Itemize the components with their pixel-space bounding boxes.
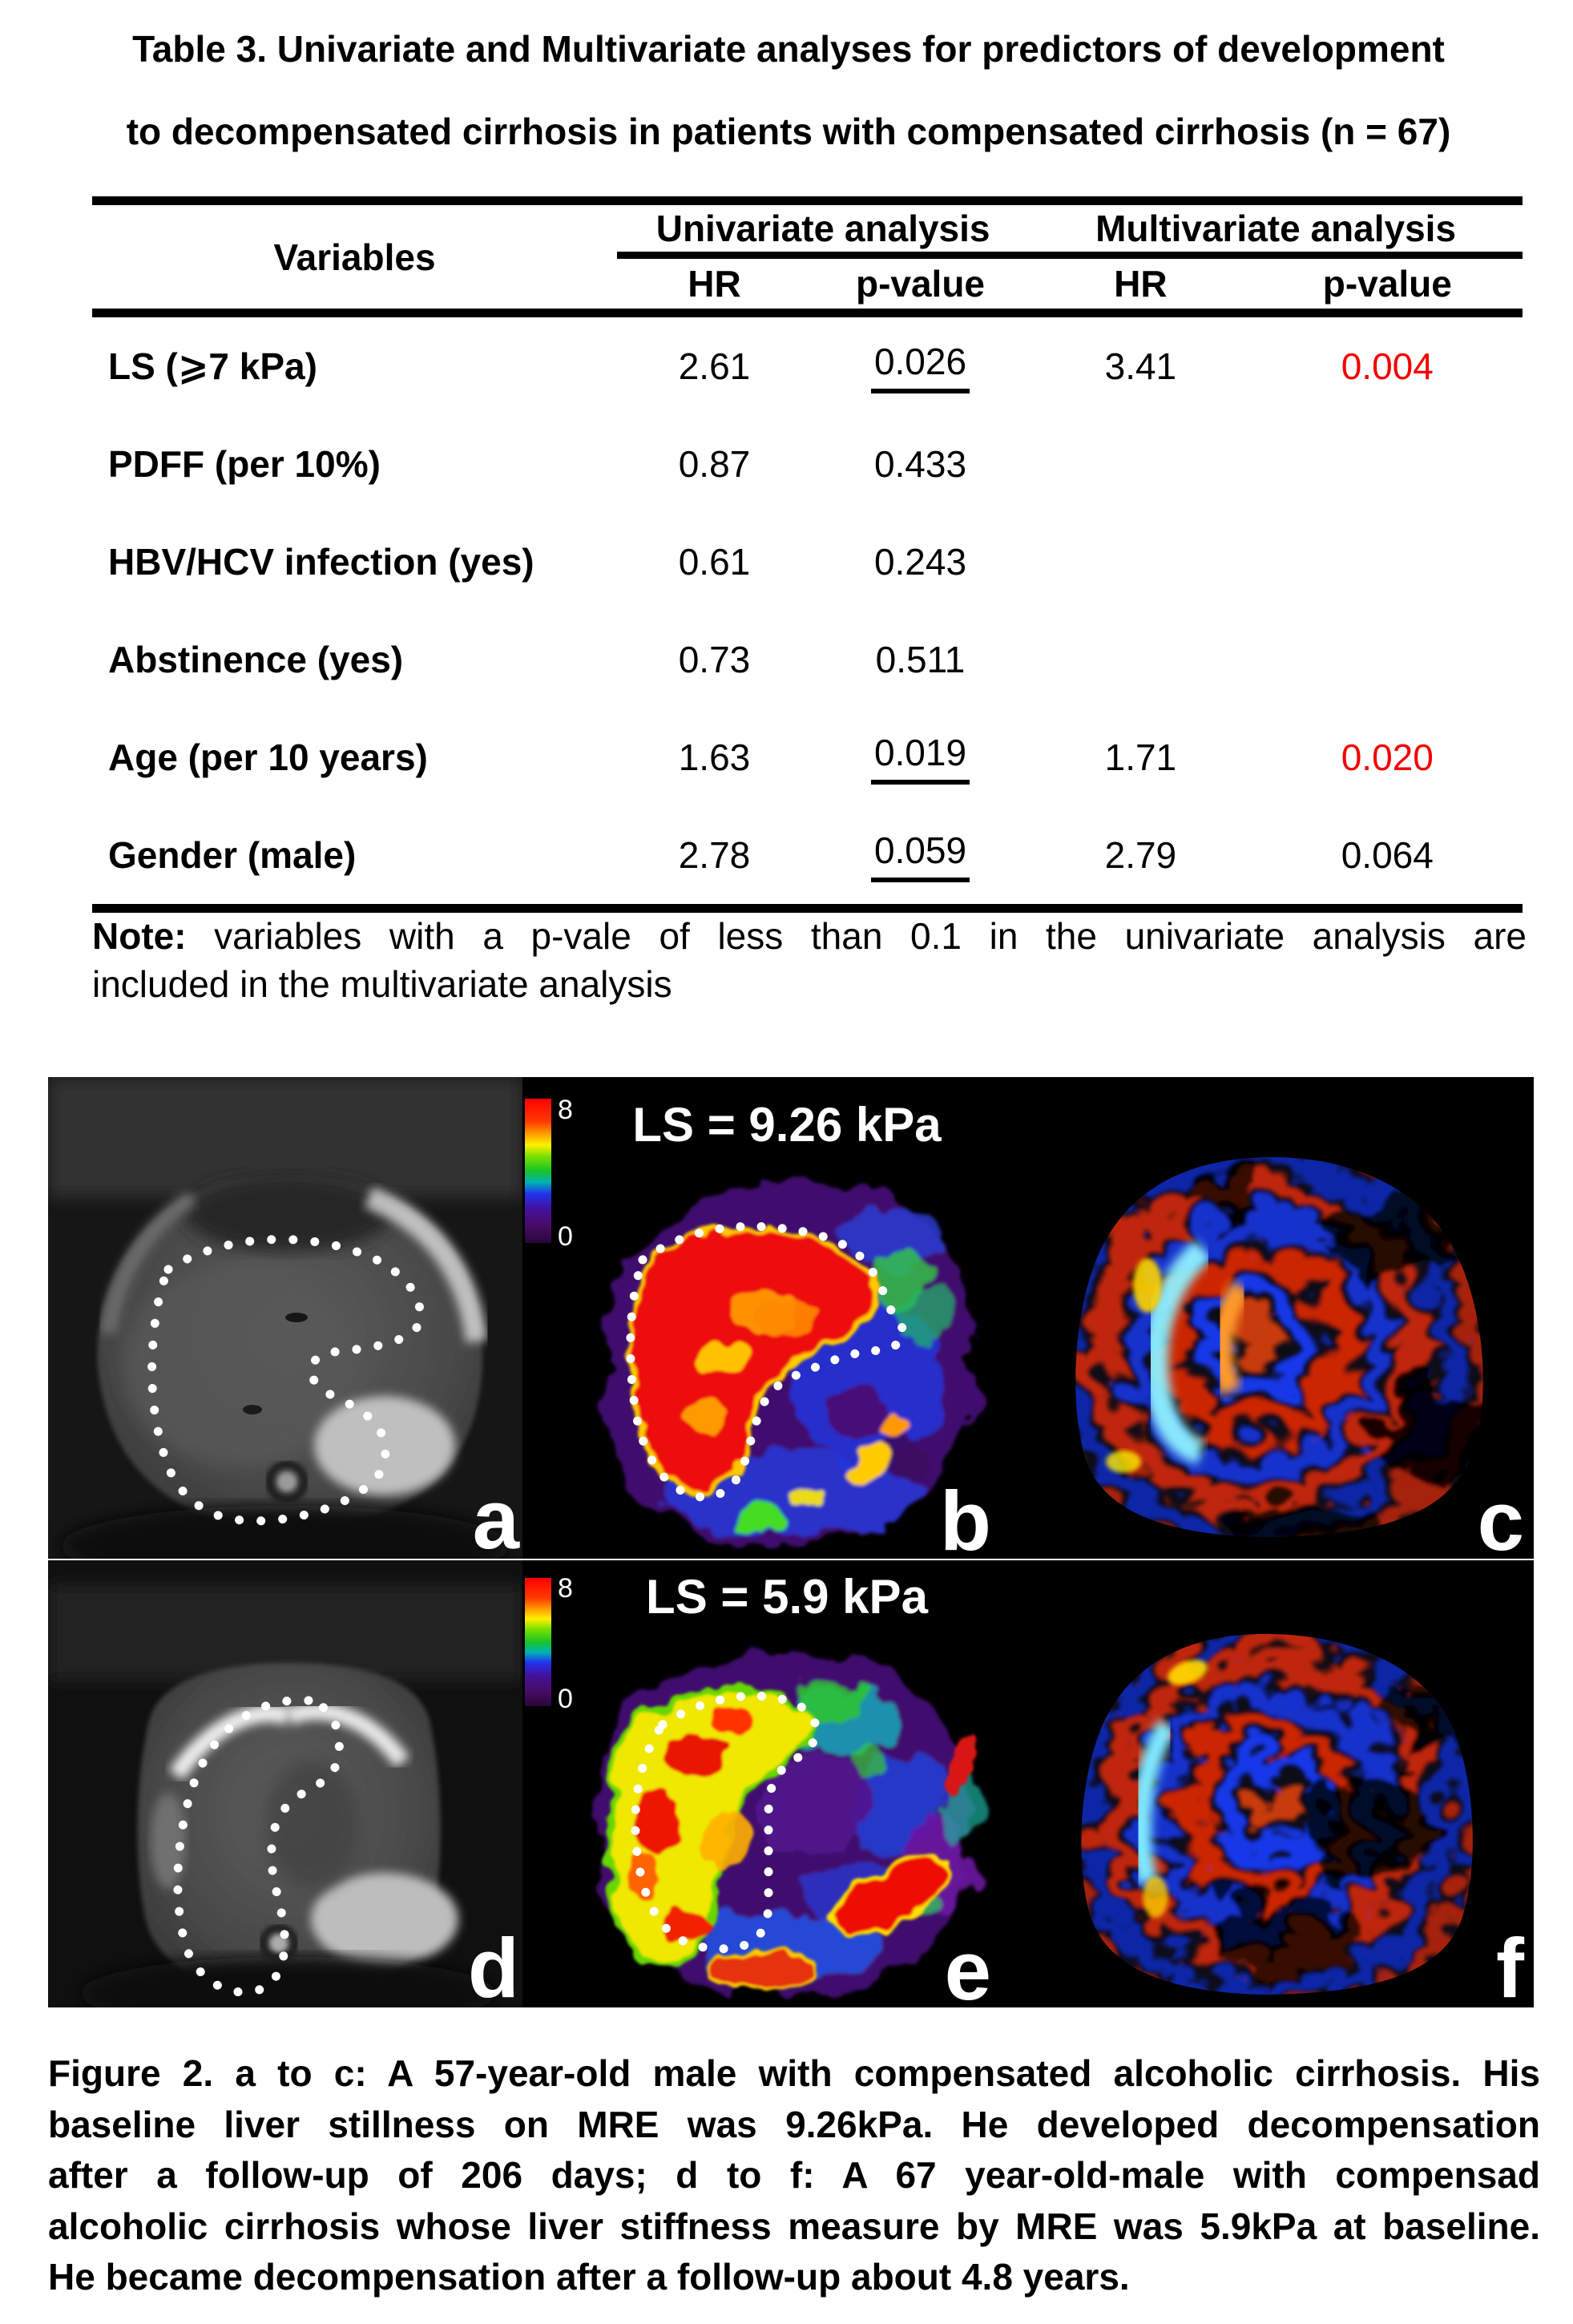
table-title-line2: to decompensated cirrhosis in patients w… — [126, 111, 1451, 152]
cell-uni-hr: 1.63 — [678, 736, 751, 778]
caption-line: baseline liver stillness on MRE was 9.26… — [48, 2103, 1540, 2145]
cell-uni-hr: 0.87 — [678, 443, 751, 485]
table-mid-rule — [617, 252, 1523, 259]
panel-c-wave-image: c — [1003, 1077, 1534, 1559]
cell-uni-hr: 0.73 — [678, 639, 751, 680]
panel-label-a: a — [473, 1473, 521, 1559]
col-header-multi-p: p-value — [1322, 263, 1452, 305]
figure-row-1: a — [48, 1077, 1534, 1559]
liver-stiffness-value: LS = 9.26 kPa — [632, 1098, 942, 1152]
color-scale-bar: 8 0 — [525, 1573, 573, 1714]
cell-uni-p: 0.511 — [875, 639, 966, 680]
caption-line: He became decompensation after a follow-… — [48, 2256, 1130, 2298]
cell-multi-p: 0.064 — [1341, 834, 1434, 876]
col-header-variables: Variables — [273, 236, 436, 278]
row-variable: Gender (male) — [108, 834, 357, 876]
cell-multi-hr: 2.79 — [1104, 834, 1177, 876]
body-cross-section — [61, 1175, 510, 1559]
table-row-abstinence: Abstinence (yes) 0.73 0.511 — [92, 611, 1523, 708]
panel-label-b: b — [940, 1475, 991, 1559]
liver-outline-dots — [631, 1691, 821, 1954]
cell-uni-p: 0.243 — [873, 541, 967, 583]
panel-f-wave-image: f — [1003, 1560, 1534, 2007]
cell-multi-p: 0.020 — [1341, 736, 1434, 778]
table-title: Table 3. Univariate and Multivariate ana… — [40, 8, 1537, 173]
col-header-uni-p: p-value — [855, 263, 986, 305]
table-row-hbv-hcv: HBV/HCV infection (yes) 0.61 0.243 — [92, 513, 1523, 611]
row-variable: PDFF (per 10%) — [108, 443, 381, 485]
table-note-line2: included in the multivariate analysis — [92, 963, 672, 1005]
figure-caption: Figure 2. a to c: A 57-year-old male wit… — [48, 2048, 1540, 2303]
cell-uni-hr: 0.61 — [678, 541, 751, 583]
figure-row-2: d — [48, 1560, 1534, 2007]
liver-outline-dots — [173, 1696, 344, 1997]
col-group-multivariate: Multivariate analysis — [1095, 208, 1457, 249]
table-row-age: Age (per 10 years) 1.63 0.019 1.71 0.020 — [92, 708, 1523, 806]
table-title-line1: Table 3. Univariate and Multivariate ana… — [132, 28, 1445, 70]
table-row-pdff: PDFF (per 10%) 0.87 0.433 — [92, 415, 1523, 513]
liver-stiffness-value: LS = 5.9 kPa — [646, 1570, 929, 1624]
cell-uni-p: 0.433 — [873, 443, 967, 485]
panel-a-mri-image: a — [48, 1077, 522, 1559]
panel-label-f: f — [1496, 1922, 1525, 2007]
panel-label-e: e — [945, 1924, 991, 2007]
row-variable: LS (⩾7 kPa) — [108, 345, 317, 387]
panel-label-c: c — [1478, 1475, 1524, 1559]
col-header-multi-hr: HR — [1114, 263, 1168, 305]
cell-uni-hr: 2.78 — [678, 834, 751, 876]
panel-b-elastogram: 8 0 LS = 9.26 kPa b — [522, 1077, 1003, 1559]
table-row-gender: Gender (male) 2.78 0.059 2.79 0.064 — [92, 806, 1523, 904]
panel-label-d: d — [468, 1922, 519, 2007]
cell-uni-p: 0.026 — [812, 340, 1029, 393]
cell-uni-p: 0.059 — [812, 829, 1029, 882]
color-scale-min: 0 — [558, 1684, 573, 1714]
color-scale-bar: 8 0 — [525, 1095, 573, 1252]
table-bottom-rule — [92, 904, 1523, 913]
liver-outline-dots — [626, 1221, 908, 1502]
row-variable: HBV/HCV infection (yes) — [108, 541, 534, 583]
figure-2: a — [48, 1077, 1534, 2007]
cell-uni-p: 0.019 — [812, 731, 1029, 785]
cell-uni-hr: 2.61 — [678, 345, 751, 387]
cell-multi-hr: 1.71 — [1104, 736, 1177, 778]
table-3: Variables Univariate analysis Multivaria… — [92, 196, 1523, 913]
cell-multi-p: 0.004 — [1341, 345, 1434, 387]
panel-e-elastogram: 8 0 LS = 5.9 kPa e — [522, 1560, 1003, 2007]
table-header-rule — [92, 309, 1523, 317]
caption-line: after a follow-up of 206 days; d to f: A… — [48, 2154, 1540, 2196]
warm-stiffness-region — [605, 1687, 976, 1990]
caption-line: alcoholic cirrhosis whose liver stiffnes… — [48, 2205, 1540, 2247]
table-header: Variables Univariate analysis Multivaria… — [92, 205, 1523, 309]
row-variable: Age (per 10 years) — [108, 736, 428, 778]
col-header-uni-hr: HR — [688, 263, 741, 305]
caption-line: Figure 2. a to c: A 57-year-old male wit… — [48, 2052, 1540, 2094]
color-scale-max: 8 — [558, 1573, 573, 1604]
table-row-ls: LS (⩾7 kPa) 2.61 0.026 3.41 0.004 — [92, 317, 1523, 415]
row-variable: Abstinence (yes) — [108, 639, 404, 680]
col-group-univariate: Univariate analysis — [655, 208, 990, 249]
color-scale-min: 0 — [558, 1221, 573, 1252]
stiff-red-region — [629, 1227, 877, 1494]
table-top-rule — [92, 196, 1523, 205]
cell-multi-hr: 3.41 — [1104, 345, 1177, 387]
color-scale-max: 8 — [558, 1095, 573, 1125]
table-note-line1: Note: variables with a p-vale of less th… — [92, 915, 1527, 957]
table-note: Note: variables with a p-vale of less th… — [92, 912, 1527, 1008]
panel-d-mri-image: d — [48, 1560, 522, 2007]
